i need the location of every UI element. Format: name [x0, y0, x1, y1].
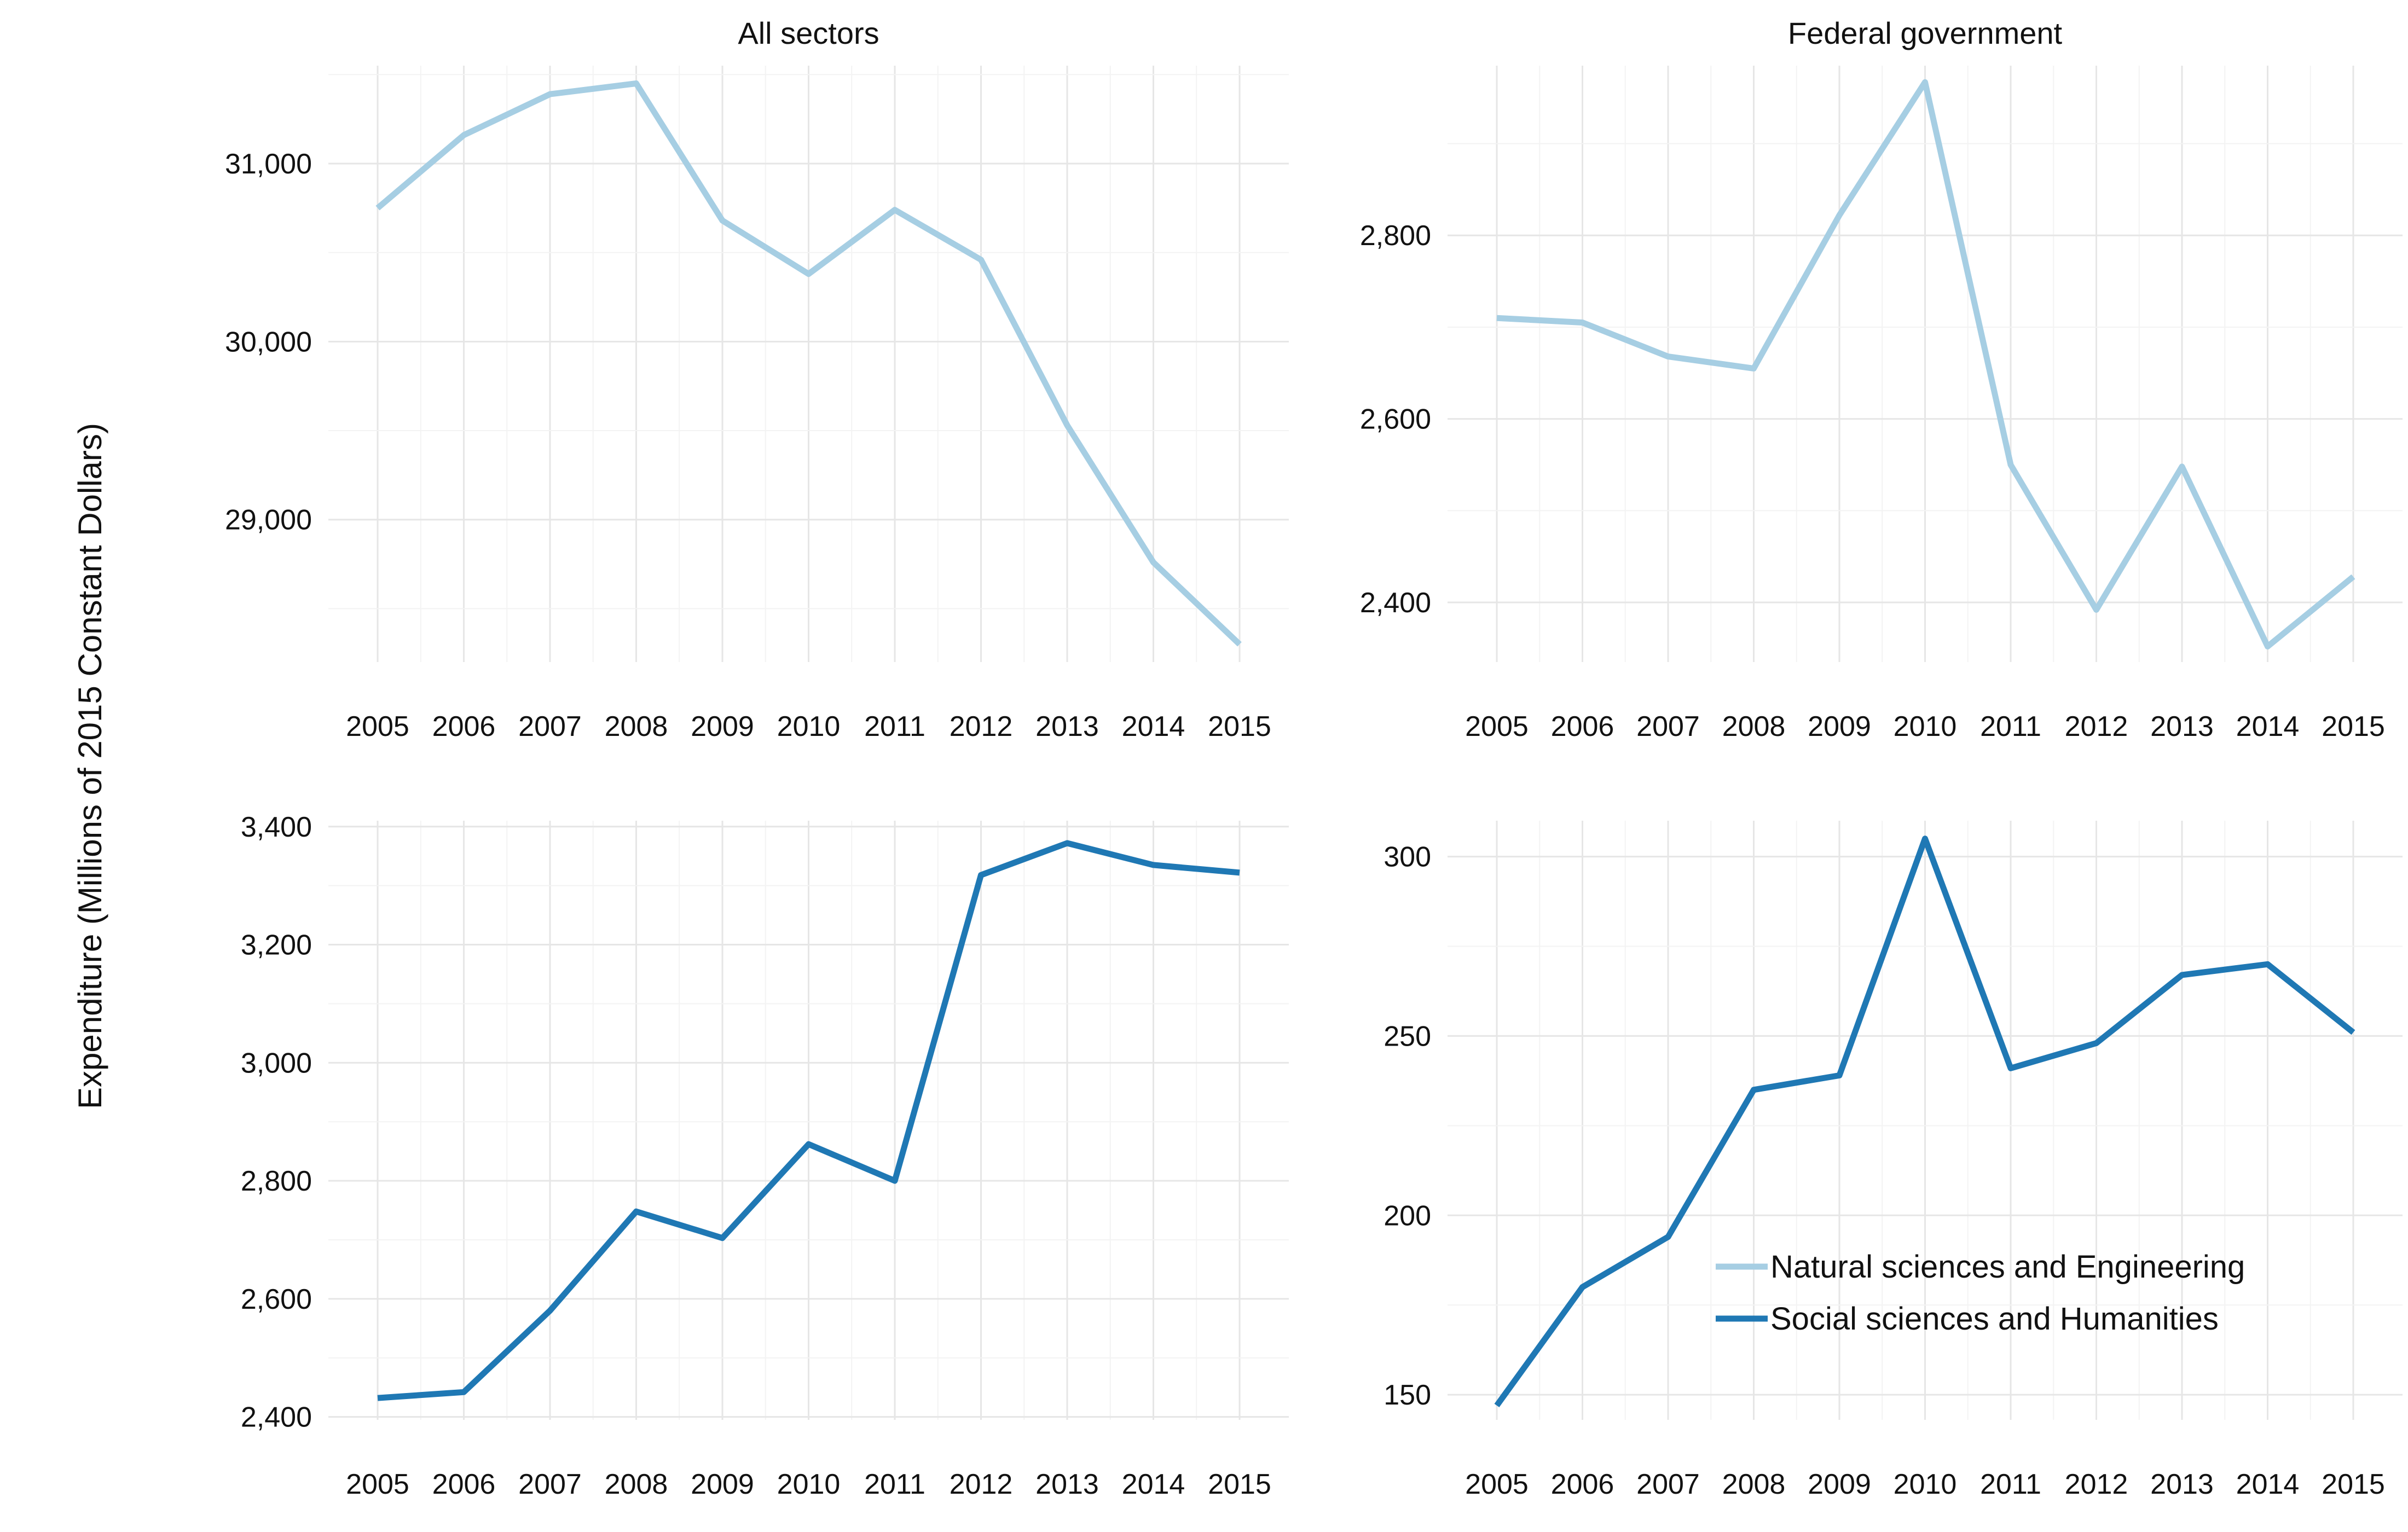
x-tick-label: 2009 — [1808, 711, 1871, 742]
x-tick-label: 2006 — [1551, 1469, 1614, 1500]
x-tick-label: 2015 — [2322, 711, 2385, 742]
legend: Natural sciences and Engineering Social s… — [1716, 1249, 2245, 1337]
x-tick-label: 2005 — [1465, 711, 1529, 742]
x-tick-label: 2013 — [1035, 1469, 1099, 1500]
y-tick-label: 2,600 — [1360, 404, 1431, 436]
x-tick-label: 2007 — [518, 711, 582, 742]
x-tick-label: 2008 — [605, 711, 668, 742]
panel-4: 150 200 250 300 2005 2006 2007 2008 2009 2010 2011… — [1384, 821, 2403, 1500]
y-tick-label: 250 — [1384, 1020, 1431, 1052]
x-tick-label: 2012 — [2065, 711, 2128, 742]
series-line — [375, 80, 1242, 647]
series-line — [1496, 79, 2355, 649]
x-tick-label: 2008 — [1722, 711, 1786, 742]
y-tick-label: 3,400 — [241, 811, 312, 843]
x-tick-label: 2015 — [1208, 711, 1271, 742]
x-tick-label: 2015 — [2322, 1469, 2385, 1500]
x-tick-label: 2008 — [1722, 1469, 1786, 1500]
y-tick-label: 300 — [1384, 842, 1431, 873]
y-tick-label: 30,000 — [225, 326, 312, 358]
x-tick-label: 2007 — [1636, 1469, 1700, 1500]
y-tick-label: 2,600 — [241, 1284, 312, 1315]
series-line — [1494, 835, 2355, 1408]
panel-2: 2,400 2,600 2,800 2005 2006 2007 2008 2009 2010 2… — [1360, 16, 2403, 742]
y-tick-label: 2,800 — [241, 1165, 312, 1197]
x-tick-label: 2009 — [691, 711, 754, 742]
x-tick-label: 2006 — [432, 711, 496, 742]
x-tick-label: 2009 — [691, 1469, 754, 1500]
x-tick-label: 2005 — [346, 1469, 409, 1500]
y-tick-label: 2,800 — [1360, 220, 1431, 252]
y-tick-label: 2,400 — [1360, 587, 1431, 619]
x-tick-label: 2014 — [1122, 711, 1185, 742]
x-tick-label: 2006 — [1551, 711, 1614, 742]
x-tick-label: 2011 — [1980, 711, 2041, 742]
x-tick-label: 2007 — [1636, 711, 1700, 742]
y-tick-label: 29,000 — [225, 504, 312, 536]
x-tick-label: 2008 — [605, 1469, 668, 1500]
x-tick-label: 2015 — [1208, 1469, 1271, 1500]
x-tick-label: 2010 — [777, 711, 841, 742]
y-tick-label: 150 — [1384, 1379, 1431, 1411]
x-tick-label: 2011 — [864, 1469, 925, 1500]
x-tick-label: 2012 — [950, 711, 1013, 742]
x-tick-label: 2010 — [1894, 711, 1957, 742]
x-tick-label: 2014 — [1122, 1469, 1185, 1500]
x-tick-label: 2012 — [950, 1469, 1013, 1500]
x-tick-label: 2005 — [1465, 1469, 1529, 1500]
y-tick-label: 3,000 — [241, 1047, 312, 1079]
x-tick-label: 2006 — [432, 1469, 496, 1500]
y-tick-label: 3,200 — [241, 930, 312, 961]
x-tick-label: 2013 — [2150, 711, 2214, 742]
x-tick-label: 2014 — [2236, 711, 2300, 742]
x-tick-label: 2011 — [864, 711, 925, 742]
x-tick-label: 2007 — [518, 1469, 582, 1500]
series-line — [377, 840, 1240, 1401]
legend-label: Social sciences and Humanities — [1770, 1301, 2219, 1337]
x-tick-label: 2013 — [2150, 1469, 2214, 1500]
x-tick-label: 2009 — [1808, 1469, 1871, 1500]
facet-title: All sectors — [738, 16, 879, 50]
x-tick-label: 2010 — [777, 1469, 841, 1500]
y-tick-label: 2,400 — [241, 1402, 312, 1434]
y-tick-label: 31,000 — [225, 148, 312, 180]
x-tick-label: 2012 — [2065, 1469, 2128, 1500]
facet-title: Federal government — [1788, 16, 2063, 50]
legend-label: Natural sciences and Engineering — [1770, 1249, 2245, 1285]
x-tick-label: 2011 — [1980, 1469, 2041, 1500]
x-tick-label: 2010 — [1894, 1469, 1957, 1500]
x-tick-label: 2013 — [1035, 711, 1099, 742]
y-axis-title: Expenditure (Millions of 2015 Constant D… — [72, 423, 108, 1109]
x-tick-label: 2005 — [346, 711, 409, 742]
y-tick-label: 200 — [1384, 1200, 1431, 1232]
panel-1: 29,000 30,000 31,000 2005 2006 2007 2008 2009 20… — [225, 16, 1289, 742]
panel-3: 2,400 2,600 2,800 3,000 3,200 3,400 2005 2006 20… — [241, 811, 1289, 1500]
x-tick-label: 2014 — [2236, 1469, 2300, 1500]
